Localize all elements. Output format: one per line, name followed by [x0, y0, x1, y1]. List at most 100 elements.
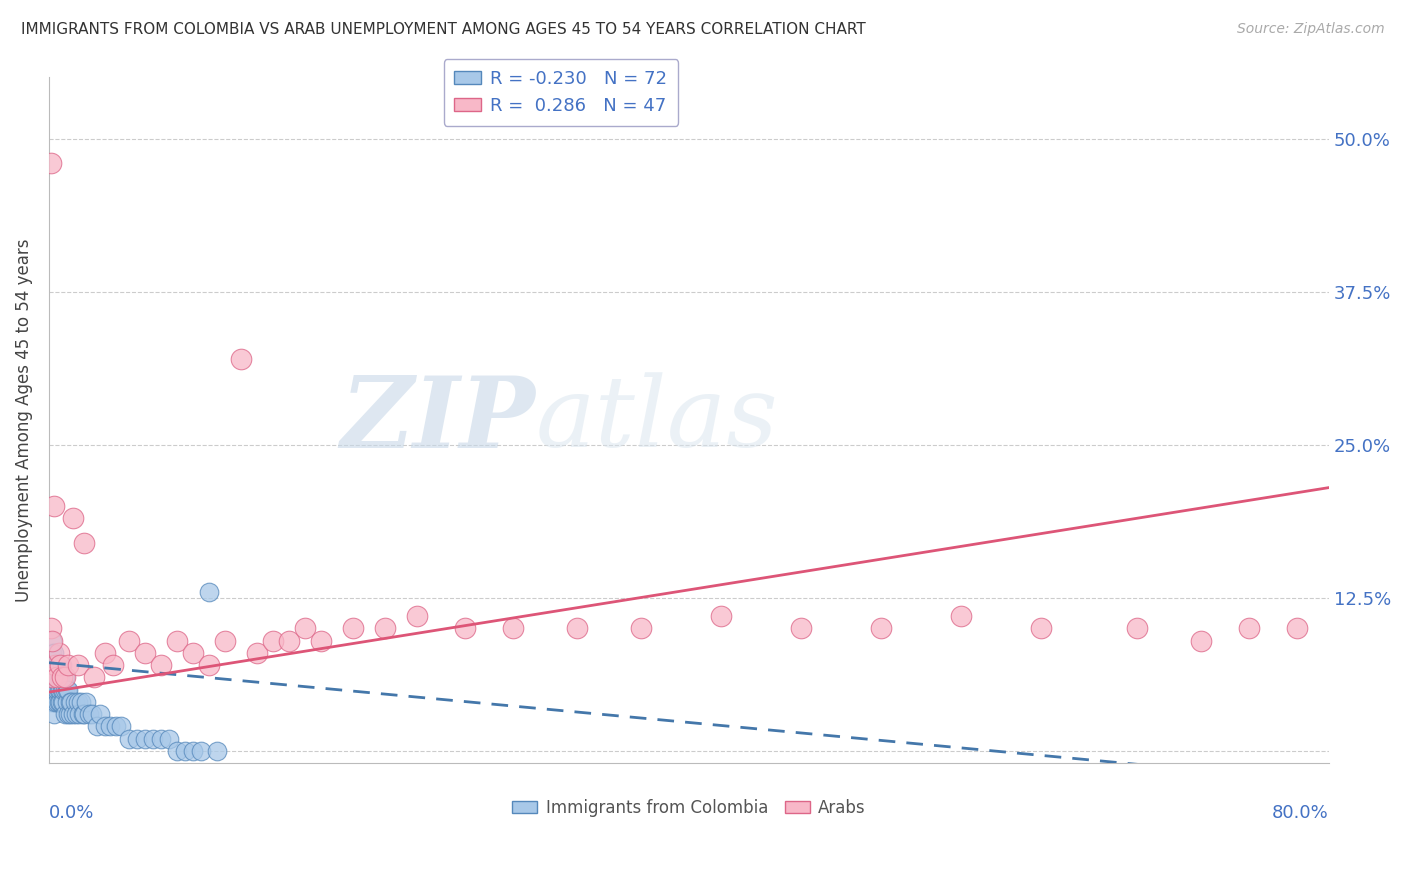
Point — [52, 695, 75, 709]
Point — [149, 658, 172, 673]
Point — [41, 695, 63, 709]
Point — [94, 646, 117, 660]
Point — [1029, 622, 1052, 636]
Point — [142, 731, 165, 746]
Text: 0.0%: 0.0% — [49, 805, 94, 822]
Point — [166, 633, 188, 648]
Text: atlas: atlas — [536, 373, 778, 468]
Point — [198, 658, 221, 673]
Point — [1126, 622, 1149, 636]
Point — [869, 622, 891, 636]
Point — [56, 658, 79, 673]
Point — [1237, 622, 1260, 636]
Point — [214, 633, 236, 648]
Point — [73, 535, 96, 549]
Point — [374, 622, 396, 636]
Point — [67, 707, 90, 722]
Point — [39, 156, 62, 170]
Point — [82, 707, 104, 722]
Text: ZIP: ZIP — [340, 372, 536, 468]
Point — [48, 682, 70, 697]
Point — [53, 707, 76, 722]
Point — [49, 695, 72, 709]
Point — [46, 670, 69, 684]
Point — [51, 682, 73, 697]
Point — [42, 646, 65, 660]
Point — [44, 658, 66, 673]
Point — [55, 695, 77, 709]
Point — [41, 633, 63, 648]
Point — [86, 719, 108, 733]
Point — [949, 609, 972, 624]
Point — [65, 707, 87, 722]
Point — [454, 622, 477, 636]
Point — [51, 695, 73, 709]
Point — [70, 695, 93, 709]
Point — [73, 707, 96, 722]
Point — [48, 695, 70, 709]
Point — [406, 609, 429, 624]
Point — [565, 622, 588, 636]
Point — [49, 682, 72, 697]
Point — [44, 695, 66, 709]
Point — [39, 682, 62, 697]
Point — [62, 511, 84, 525]
Point — [53, 682, 76, 697]
Point — [46, 670, 69, 684]
Point — [105, 719, 128, 733]
Point — [42, 499, 65, 513]
Point — [94, 719, 117, 733]
Point — [51, 658, 73, 673]
Point — [294, 622, 316, 636]
Point — [157, 731, 180, 746]
Point — [66, 658, 89, 673]
Point — [41, 658, 63, 673]
Point — [60, 695, 83, 709]
Point — [72, 707, 94, 722]
Point — [53, 670, 76, 684]
Point — [39, 658, 62, 673]
Point — [198, 584, 221, 599]
Point — [49, 658, 72, 673]
Point — [166, 744, 188, 758]
Point — [41, 633, 63, 648]
Text: 80.0%: 80.0% — [1272, 805, 1329, 822]
Point — [149, 731, 172, 746]
Point — [278, 633, 301, 648]
Point — [46, 682, 69, 697]
Point — [48, 646, 70, 660]
Point — [56, 707, 79, 722]
Point — [101, 658, 124, 673]
Point — [174, 744, 197, 758]
Point — [502, 622, 524, 636]
Point — [134, 731, 156, 746]
Point — [42, 670, 65, 684]
Point — [125, 731, 148, 746]
Text: Source: ZipAtlas.com: Source: ZipAtlas.com — [1237, 22, 1385, 37]
Point — [42, 682, 65, 697]
Point — [53, 670, 76, 684]
Point — [52, 682, 75, 697]
Point — [44, 670, 66, 684]
Point — [246, 646, 269, 660]
Point — [1189, 633, 1212, 648]
Point — [48, 670, 70, 684]
Point — [59, 695, 82, 709]
Point — [205, 744, 228, 758]
Point — [49, 670, 72, 684]
Point — [181, 646, 204, 660]
Point — [41, 646, 63, 660]
Point — [229, 352, 252, 367]
Point — [118, 731, 141, 746]
Point — [62, 707, 84, 722]
Point — [44, 682, 66, 697]
Point — [262, 633, 284, 648]
Point — [39, 670, 62, 684]
Point — [46, 695, 69, 709]
Point — [790, 622, 813, 636]
Point — [41, 670, 63, 684]
Point — [39, 622, 62, 636]
Y-axis label: Unemployment Among Ages 45 to 54 years: Unemployment Among Ages 45 to 54 years — [15, 238, 32, 602]
Point — [181, 744, 204, 758]
Point — [630, 622, 652, 636]
